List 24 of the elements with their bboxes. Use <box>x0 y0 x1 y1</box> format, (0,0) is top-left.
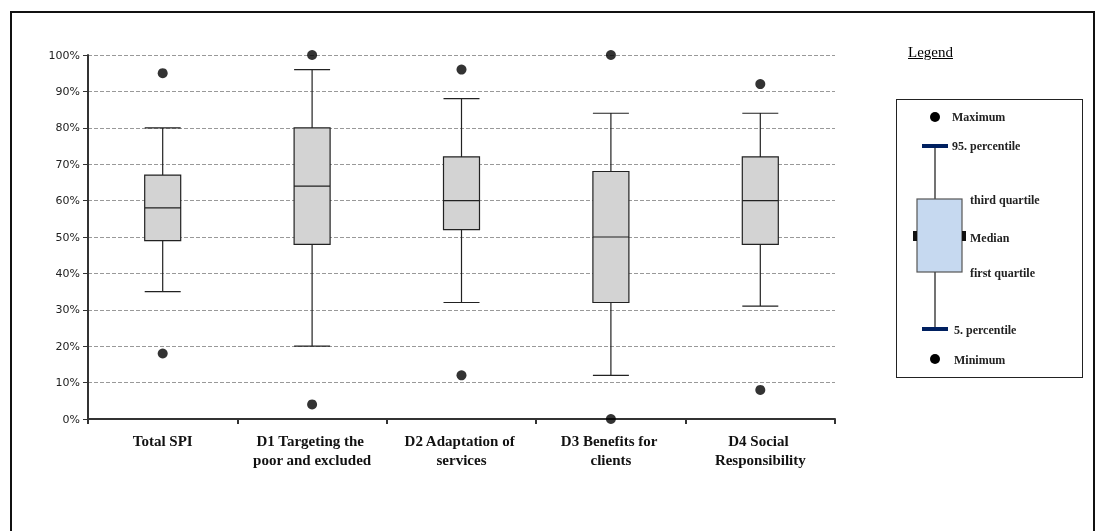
text: first quartile <box>970 266 1035 280</box>
y-tick-label: 10% <box>55 376 80 390</box>
y-tick-label: 50% <box>55 230 80 244</box>
legend-title: Legend <box>908 44 953 61</box>
y-tick-label: 30% <box>55 303 80 317</box>
text: Median <box>970 231 1010 245</box>
x-tick-label: D1 Targeting the poor and excluded <box>253 432 372 468</box>
text: 95. percentile <box>952 139 1021 153</box>
y-tick-label: 100% <box>48 48 80 62</box>
y-tick-label: 20% <box>55 339 80 353</box>
y-tick-label: 90% <box>55 84 80 98</box>
y-tick-label: 70% <box>55 157 80 171</box>
text: third quartile <box>970 193 1040 207</box>
x-tick-label: D2 Adaptation of services <box>404 432 519 468</box>
text: 5. percentile <box>954 323 1017 337</box>
x-tick-label: Total SPI <box>132 432 193 449</box>
y-tick-label: 40% <box>55 266 80 280</box>
x-tick-label: D3 Benefits for clients <box>560 432 661 468</box>
y-tick-label: 80% <box>55 121 80 135</box>
y-tick-label: 0% <box>62 412 80 426</box>
y-tick-label: 60% <box>55 194 80 208</box>
text: Minimum <box>954 353 1006 367</box>
text: Maximum <box>952 110 1006 124</box>
x-tick-label: D4 Social Responsibility <box>714 432 807 468</box>
